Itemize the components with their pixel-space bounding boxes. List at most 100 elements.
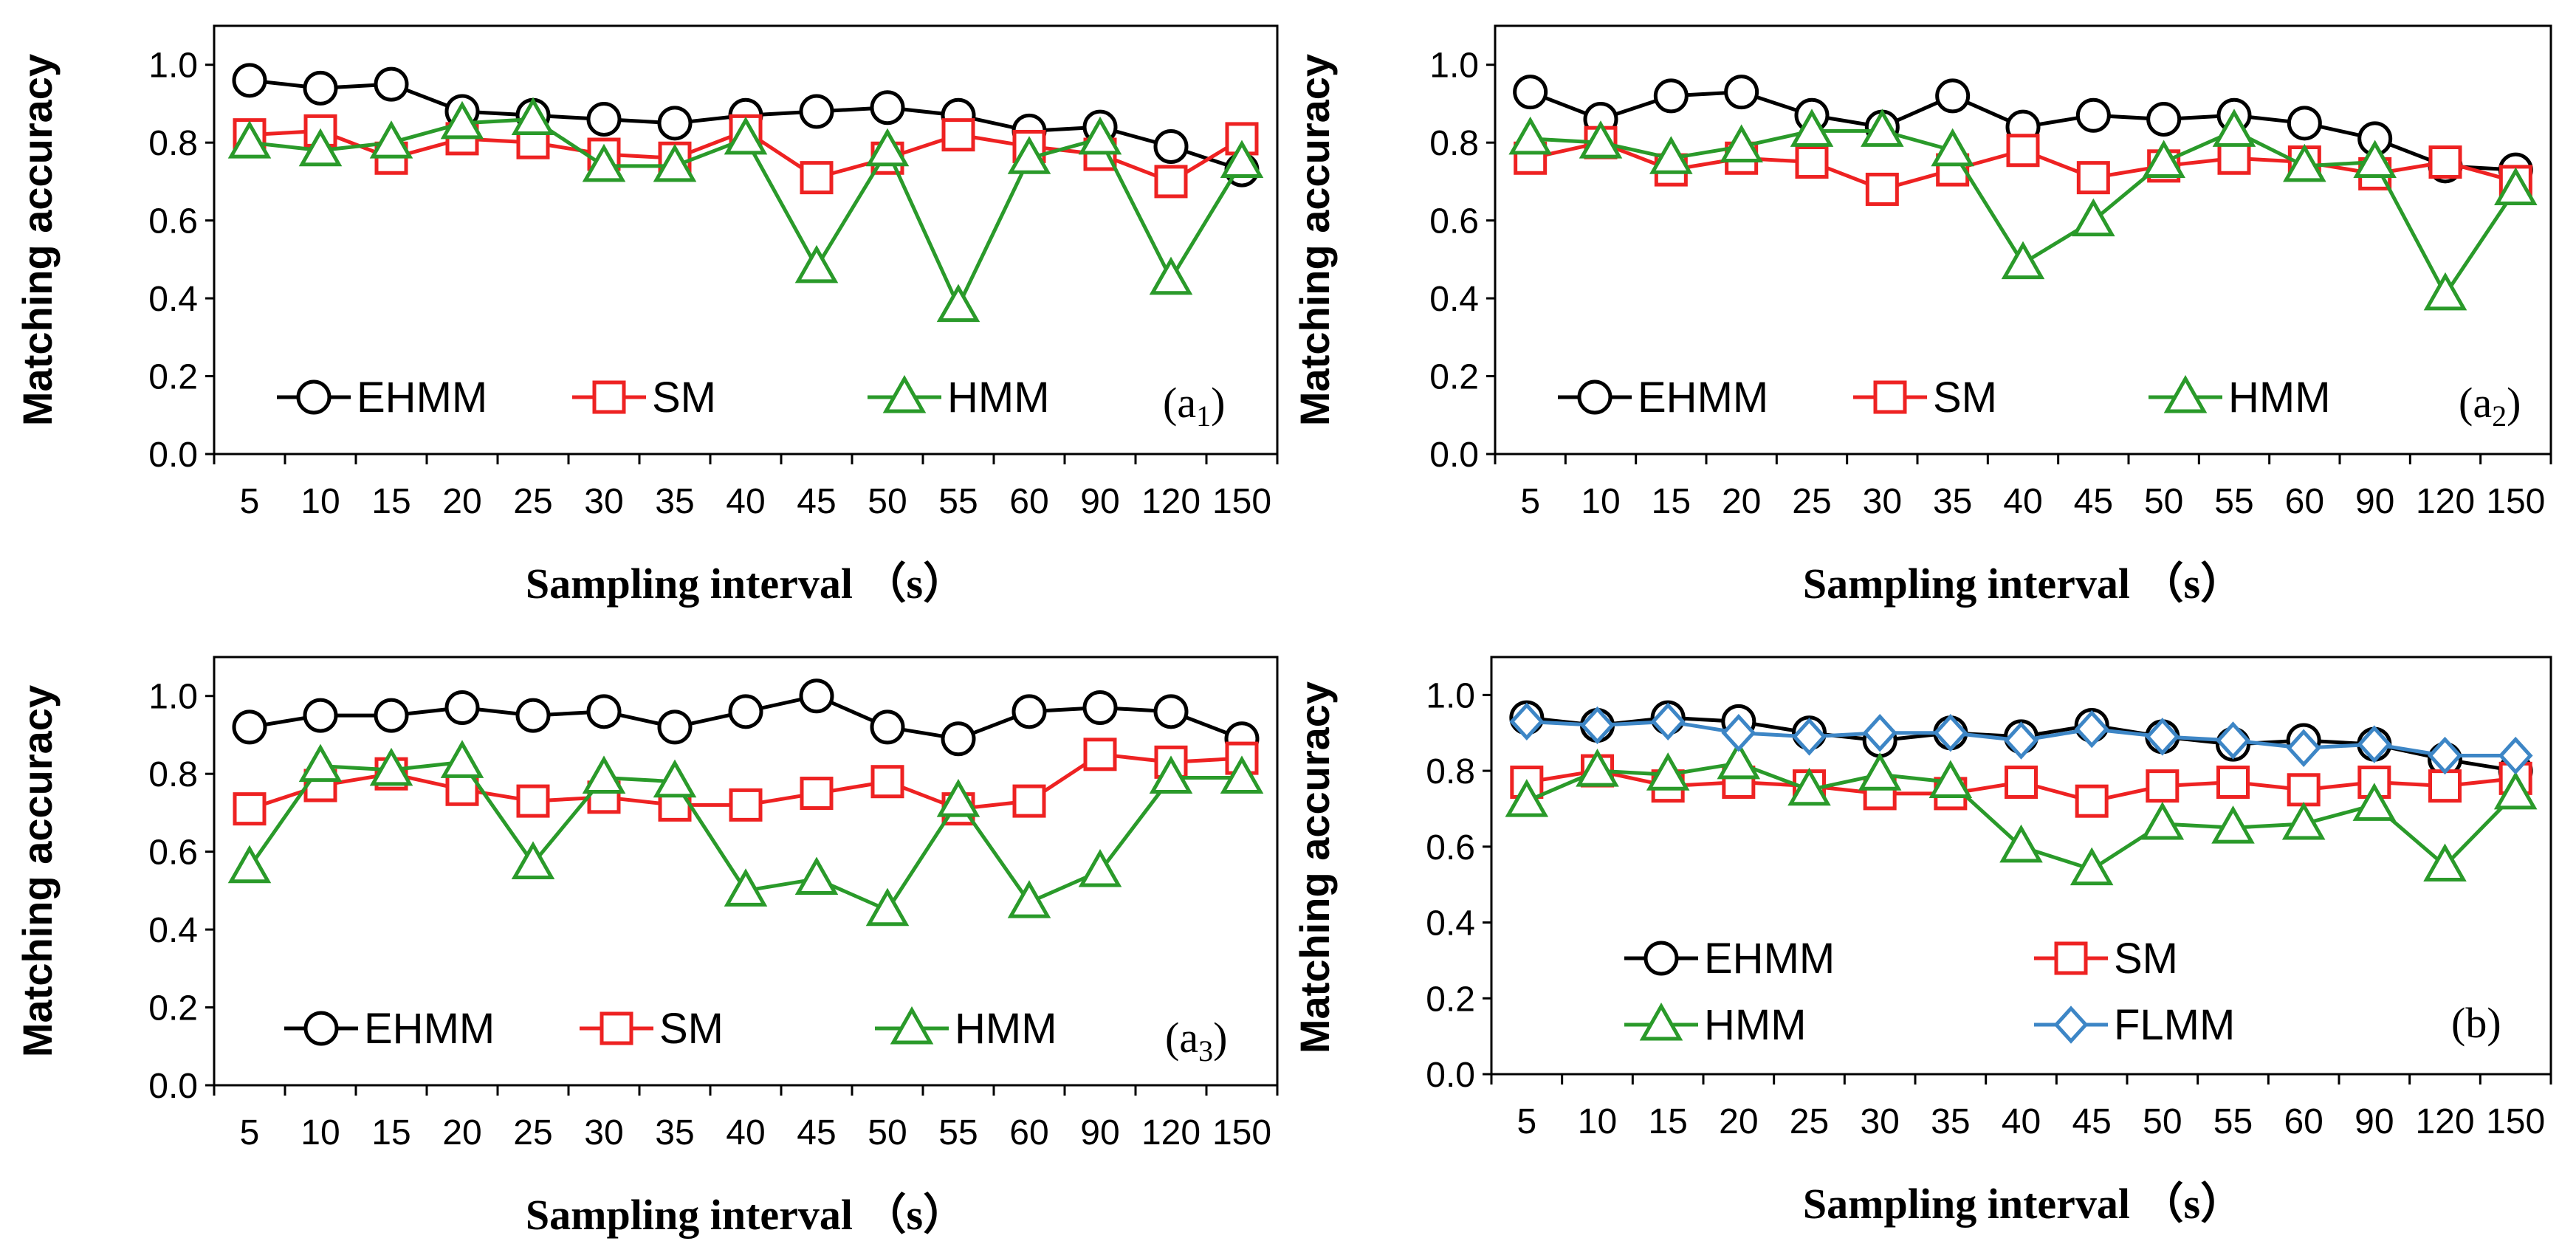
x-tick-label: 40 [726,482,765,521]
data-point-ehmm [232,709,267,745]
data-point-flmm [1650,702,1686,741]
data-point-hmm [2212,109,2256,147]
data-point-ehmm [303,698,338,733]
x-tick-label: 60 [1009,482,1048,521]
x-tick-label: 40 [726,1113,765,1152]
data-point-flmm [2004,721,2039,760]
data-point-hmm [1220,755,1264,794]
data-point-hmm [2283,143,2326,182]
x-tick-label: 50 [2144,482,2183,521]
data-point-ehmm [941,721,976,757]
legend-label-ehmm: EHMM [357,374,487,422]
y-tick-label: 0.0 [1426,1056,1475,1095]
x-tick-label: 10 [1578,1102,1617,1141]
data-point-ehmm [870,709,905,745]
data-point-ehmm [2287,106,2322,141]
y-tick-label: 1.0 [1426,676,1475,715]
data-point-sm [941,118,975,152]
data-point-sm [233,792,267,826]
legend: EHMM SM HMM [277,374,1050,422]
data-point-flmm [1580,706,1615,745]
data-point-hmm [794,244,839,283]
data-point-hmm [369,120,413,159]
y-tick-label: 0.8 [148,755,198,794]
data-point-sm [2006,134,2040,168]
data-point-flmm [2216,721,2250,760]
x-tick-label: 10 [1581,482,1620,521]
data-point-flmm [1509,702,1545,741]
legend-label-sm: SM [1933,374,1997,422]
data-point-sm [2005,766,2038,799]
data-point-hmm [2423,843,2467,881]
x-tick-label: 90 [2355,482,2394,521]
series-flmm [1509,702,2533,775]
x-tick-label: 60 [2284,1102,2323,1141]
data-point-hmm [1007,136,1051,174]
x-tick-label: 5 [240,482,260,521]
data-point-sm [1083,738,1117,771]
data-point-flmm [2357,725,2392,763]
x-tick-label: 50 [868,1113,907,1152]
series-hmm [1505,740,2538,886]
legend-marker-ehmm [1577,379,1612,415]
legend-label-sm: SM [659,1005,724,1053]
data-point-ehmm [1011,694,1047,729]
plot-frame [1494,24,2552,456]
data-point-ehmm [586,102,622,137]
x-tick-label: 45 [797,482,836,521]
data-point-hmm [1717,740,1761,780]
data-point-hmm [1646,752,1690,791]
data-point-hmm [653,759,697,798]
data-point-ehmm [444,690,480,726]
data-point-hmm [1790,109,1834,147]
y-tick-label: 1.0 [148,678,198,717]
data-point-flmm [1862,714,1897,752]
data-point-hmm [2352,783,2397,821]
y-tick-label: 0.4 [148,911,198,950]
data-point-hmm [2072,198,2115,237]
data-point-sm [516,784,550,818]
data-point-ehmm [870,90,905,126]
data-point-ehmm [1153,694,1189,729]
x-tick-label: 35 [655,482,694,521]
data-point-hmm [1787,767,1831,806]
x-tick-label: 45 [2072,1102,2111,1141]
data-point-flmm [1721,714,1756,752]
data-point-hmm [1720,124,1763,162]
data-point-sm [2287,773,2321,807]
data-point-hmm [298,128,343,167]
x-tick-label: 35 [1933,482,1972,521]
x-tick-label: 120 [1141,1113,1201,1152]
series-hmm [227,97,1264,323]
data-point-hmm [1078,848,1122,887]
y-tick-label: 0.0 [148,436,198,475]
data-point-hmm [936,283,980,323]
data-point-ehmm [303,70,338,106]
legend-marker-hmm [882,374,927,413]
data-point-hmm [865,887,910,927]
data-point-sm [2217,141,2251,175]
data-point-sm [729,788,763,822]
data-point-ehmm [2075,97,2111,133]
data-point-hmm [1649,136,1693,174]
x-tick-label: 5 [1517,1102,1536,1141]
data-point-hmm [1579,120,1623,159]
data-point-ehmm [2146,102,2182,137]
x-axis-label: Sampling interval （s） [1803,560,2243,608]
x-tick-label: 15 [1648,1102,1687,1141]
data-point-hmm [794,856,839,896]
x-axis-label: Sampling interval （s） [526,560,966,608]
data-point-hmm [1576,749,1619,787]
data-point-ehmm [657,709,693,745]
y-tick-label: 0.8 [1429,124,1479,163]
data-point-hmm [511,97,555,136]
data-point-hmm [1220,140,1264,179]
legend-marker-flmm [2053,1006,2089,1044]
data-point-ehmm [799,94,834,129]
data-point-hmm [2493,771,2538,810]
legend-marker-hmm [890,1006,934,1045]
data-point-hmm [653,143,697,182]
y-tick-label: 1.0 [148,47,198,86]
x-tick-label: 15 [1652,482,1691,521]
